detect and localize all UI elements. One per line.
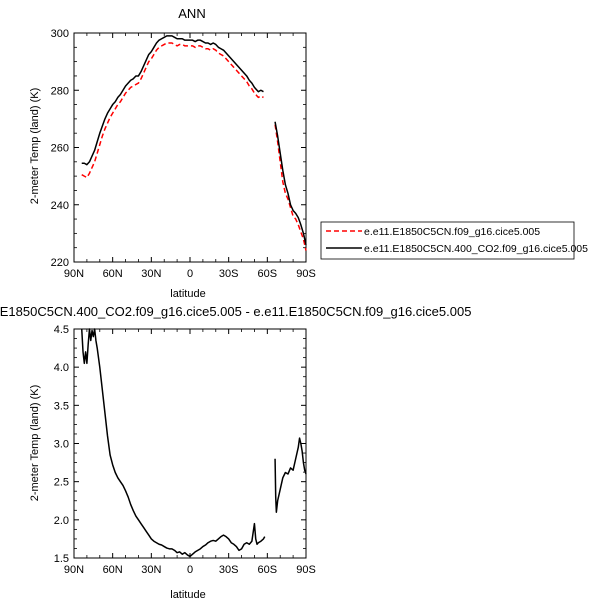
top-x-tick-label: 30S: [219, 268, 239, 280]
top-y-tick-label: 240: [51, 200, 69, 212]
top-plot-frame: [73, 32, 307, 263]
bottom-y-tick-label: 4.5: [54, 324, 69, 336]
top-y-tick-label: 300: [51, 28, 69, 40]
bottom-x-tick-label: 90N: [64, 564, 84, 576]
bottom-y-tick-label: 3.0: [54, 439, 69, 451]
top-series-line-1-segment-1: [274, 121, 307, 245]
top-chart-series: [81, 35, 307, 251]
top-x-tick-label: 60S: [258, 268, 278, 280]
bottom-x-tick-label: 90S: [296, 564, 316, 576]
bottom-y-tick-label: 2.5: [54, 477, 69, 489]
top-y-tick-label: 260: [51, 143, 69, 155]
top-x-tick-label: 60N: [103, 268, 123, 280]
top-x-tick-label: 0: [187, 268, 193, 280]
bottom-y-tick-label: 2.0: [54, 515, 69, 527]
bottom-y-tick-label: 1.5: [54, 553, 69, 565]
bottom-x-tick-label: 30S: [219, 564, 239, 576]
top-y-tick-label: 220: [51, 257, 69, 269]
bottom-y-tick-label: 4.0: [54, 362, 69, 374]
top-x-tick-label: 90S: [296, 268, 316, 280]
bottom-series-line-0-segment-0: [80, 328, 266, 558]
bottom-y-tick-label: 3.5: [54, 400, 69, 412]
bottom-x-tick-label: 60N: [103, 564, 123, 576]
top-series-line-0-segment-1: [274, 124, 307, 251]
top-chart-ylabel: 2-meter Temp (land) (K): [29, 88, 41, 205]
bottom-chart-ylabel: 2-meter Temp (land) (K): [29, 385, 41, 502]
bottom-chart-title: e.e11.E1850C5CN.400_CO2.f09_g16.cice5.00…: [0, 304, 471, 319]
bottom-series-line-0-segment-1: [274, 437, 307, 513]
bottom-x-tick-label: 30N: [141, 564, 161, 576]
bottom-chart-xlabel: latitude: [170, 589, 205, 601]
top-chart-xlabel: latitude: [170, 288, 205, 300]
top-series-line-0-segment-0: [81, 42, 264, 179]
top-chart-title: ANN: [178, 6, 205, 21]
legend-label-control: e.e11.E1850C5CN.f09_g16.cice5.005: [364, 226, 540, 238]
bottom-x-tick-label: 0: [187, 564, 193, 576]
top-y-tick-label: 280: [51, 85, 69, 97]
top-x-tick-label: 30N: [141, 268, 161, 280]
top-x-tick-label: 90N: [64, 268, 84, 280]
bottom-chart-series: [80, 328, 307, 558]
bottom-x-tick-label: 60S: [258, 564, 278, 576]
bottom-chart-axes: 90N 60N 30N 0 30S 60S 90S 1.5 2.0 2.5 3.0 3.5 4.0 4.5: [54, 324, 316, 576]
top-chart-axes: 90N 60N 30N 0 30S 60S 90S 220 240 260 280 300: [51, 28, 316, 280]
legend-label-co2: e.e11.E1850C5CN.400_CO2.f09_g16.cice5.00…: [364, 243, 588, 255]
legend-box: [320, 221, 575, 260]
legend: e.e11.E1850C5CN.f09_g16.cice5.005 e.e11.…: [320, 221, 588, 260]
top-series-line-1-segment-0: [81, 35, 264, 166]
